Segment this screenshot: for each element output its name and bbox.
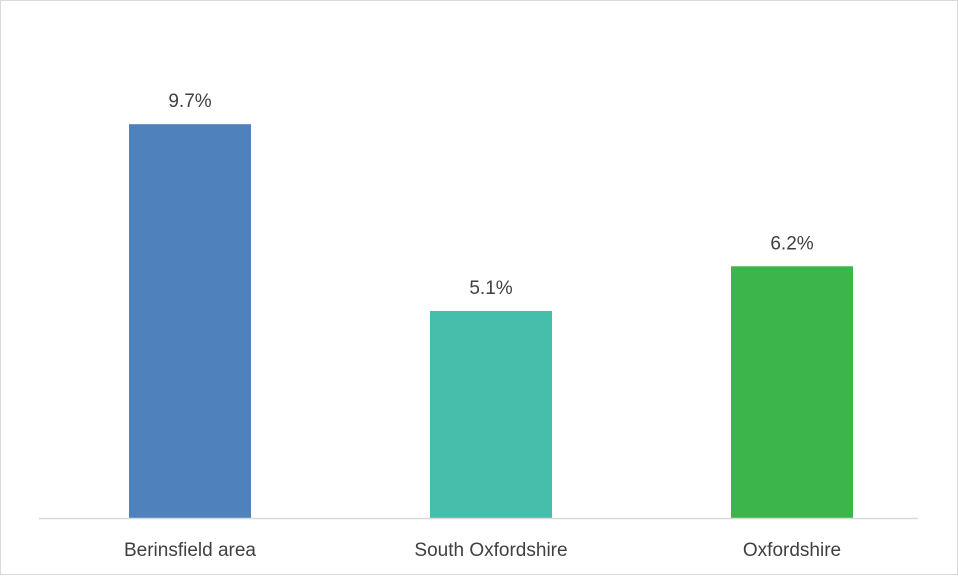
category-label-south-oxfordshire: South Oxfordshire (414, 540, 567, 561)
data-labels-group: 9.7% 5.1% 6.2% (168, 91, 813, 299)
category-labels-group: Berinsfield area South Oxfordshire Oxfords… (124, 540, 841, 561)
data-label-oxfordshire: 6.2% (770, 233, 813, 254)
category-label-berinsfield-area: Berinsfield area (124, 540, 256, 561)
bar-oxfordshire (731, 266, 853, 518)
data-label-berinsfield-area: 9.7% (168, 91, 211, 112)
data-label-south-oxfordshire: 5.1% (469, 278, 512, 299)
bar-south-oxfordshire (430, 310, 552, 518)
category-label-oxfordshire: Oxfordshire (743, 540, 841, 561)
bars-group (129, 124, 853, 519)
bar-berinsfield-area (129, 124, 251, 519)
